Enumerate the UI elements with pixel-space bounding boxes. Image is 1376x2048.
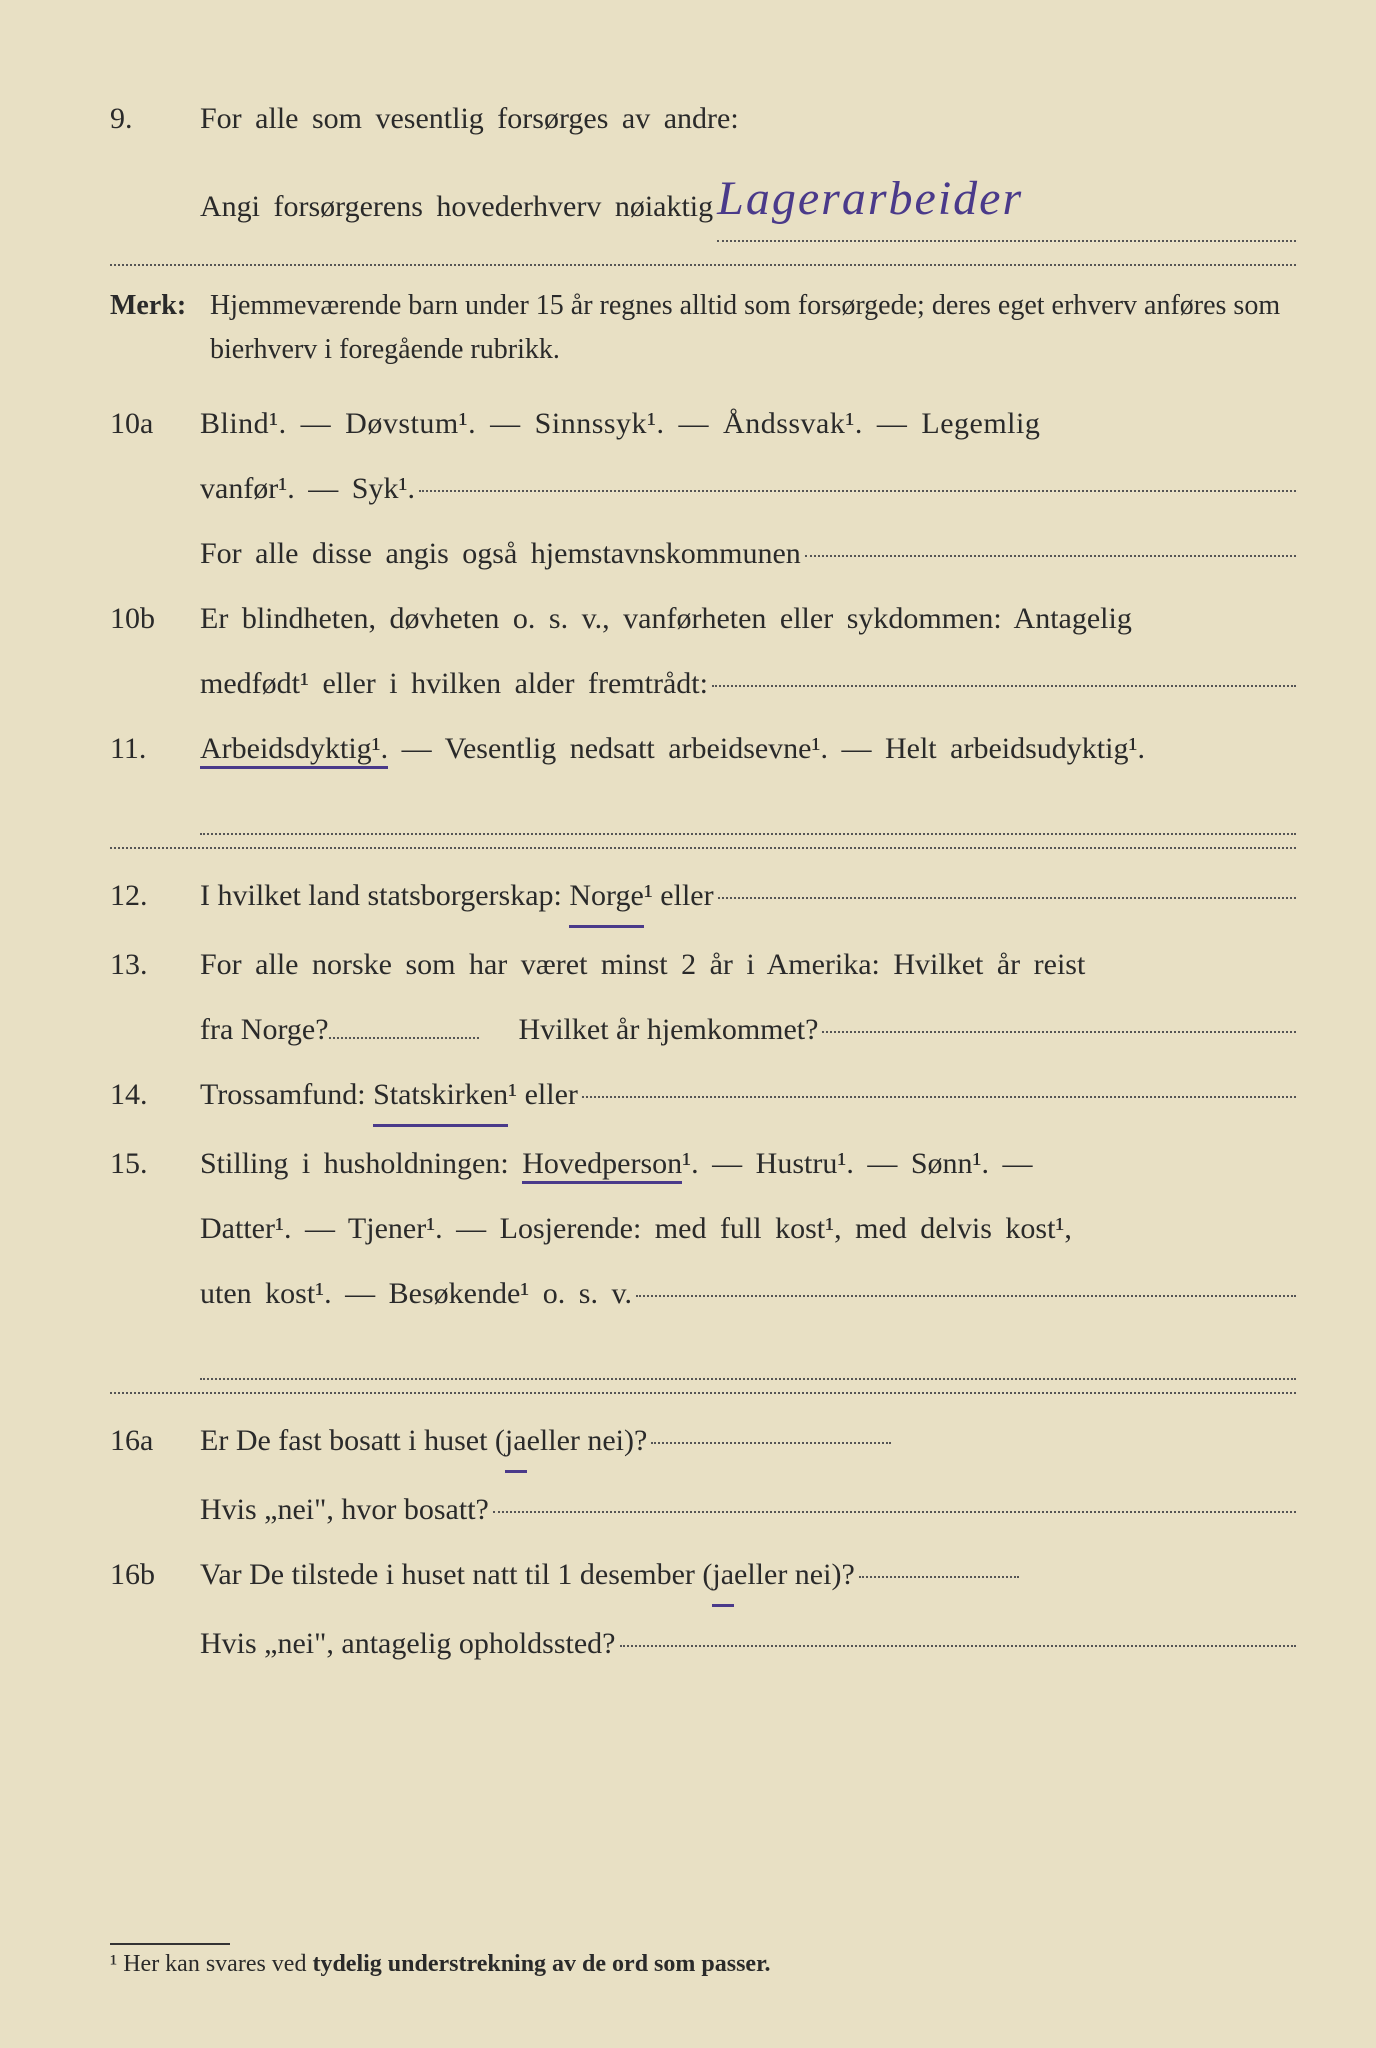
q10a-line3: For alle disse angis også hjemstavnskomm…	[200, 525, 801, 582]
q13-number: 13.	[110, 936, 200, 993]
footnote-text: ¹ Her kan svares ved tydelig understrekn…	[110, 1951, 1296, 1978]
q16a-selected: ja	[505, 1412, 527, 1473]
q16a-l1b: eller nei)?	[527, 1412, 648, 1469]
question-16a: 16a Er De fast bosatt i huset ( ja eller…	[110, 1412, 1296, 1473]
q10b-line1: Er blindheten, døvheten o. s. v., vanfør…	[200, 590, 1296, 647]
q10a-fill	[419, 490, 1296, 492]
question-14: 14. Trossamfund: Statskirken ¹ eller	[110, 1066, 1296, 1127]
q15-blank-line	[200, 1330, 1296, 1380]
q11-number: 11.	[110, 720, 200, 777]
q16b-selected: ja	[712, 1546, 734, 1607]
merk-label: Merk:	[110, 284, 210, 371]
footnote-bold: tydelig understrekning av de ord som pas…	[312, 1951, 770, 1977]
merk-text: Hjemmeværende barn under 15 år regnes al…	[210, 284, 1296, 371]
question-10b: 10b Er blindheten, døvheten o. s. v., va…	[110, 590, 1296, 647]
question-12: 12. I hvilket land statsborgerskap: Norg…	[110, 867, 1296, 928]
q9-number: 9.	[110, 90, 200, 147]
q12-number: 12.	[110, 867, 200, 924]
q10a-options1: Blind¹. — Døvstum¹. — Sinnssyk¹. — Åndss…	[200, 395, 1296, 452]
q9-line1: For alle som vesentlig forsørges av andr…	[200, 90, 1296, 147]
census-form-page: 9. For alle som vesentlig forsørges av a…	[0, 0, 1376, 1740]
q10a-options2: vanfør¹. — Syk¹.	[200, 460, 415, 517]
question-15: 15. Stilling i husholdningen: Hovedperso…	[110, 1135, 1296, 1192]
q10b-number: 10b	[110, 590, 200, 647]
footnote-marker: ¹	[110, 1951, 117, 1977]
separator-2	[110, 845, 1296, 849]
q9-handwritten-answer: Lagerarbeider	[717, 172, 1023, 225]
q10b-line2: medfødt¹ eller i hvilken alder fremtrådt…	[200, 655, 708, 712]
q11-blank-line	[200, 785, 1296, 835]
q9-fill: Lagerarbeider	[717, 149, 1296, 242]
question-13: 13. For alle norske som har været minst …	[110, 936, 1296, 993]
footnote-rule	[110, 1943, 230, 1945]
q15-selected: Hovedperson	[522, 1147, 682, 1184]
separator-3	[110, 1390, 1296, 1394]
q14-selected: Statskirken	[373, 1066, 508, 1127]
footnote-area: ¹ Her kan svares ved tydelig understrekn…	[110, 1943, 1296, 1978]
q15-post: ¹. — Hustru¹. — Sønn¹. —	[682, 1147, 1032, 1180]
footnote-pre: Her kan svares ved	[123, 1951, 312, 1977]
q16a-l1a: Er De fast bosatt i huset (	[200, 1412, 505, 1469]
q15-line2: Datter¹. — Tjener¹. — Losjerende: med fu…	[200, 1200, 1296, 1257]
q12-selected: Norge	[569, 867, 643, 928]
q16b-l1b: eller nei)?	[734, 1546, 855, 1603]
q14-number: 14.	[110, 1066, 200, 1123]
question-10a: 10a Blind¹. — Døvstum¹. — Sinnssyk¹. — Å…	[110, 395, 1296, 452]
q16b-l1a: Var De tilstede i huset natt til 1 desem…	[200, 1546, 712, 1603]
q12-pre: I hvilket land statsborgerskap:	[200, 867, 562, 924]
question-9: 9. For alle som vesentlig forsørges av a…	[110, 90, 1296, 147]
q13-line1: For alle norske som har været minst 2 år…	[200, 936, 1296, 993]
merk-note: Merk: Hjemmeværende barn under 15 år reg…	[110, 284, 1296, 371]
q15-line3: uten kost¹. — Besøkende¹ o. s. v.	[200, 1265, 632, 1322]
q10a-number: 10a	[110, 395, 200, 452]
separator	[110, 262, 1296, 266]
q9-line2: Angi forsørgerens hovederhverv nøiaktig …	[110, 155, 1296, 248]
q12-post: ¹ eller	[644, 867, 714, 924]
q14-pre: Trossamfund:	[200, 1066, 366, 1123]
q16b-line2: Hvis „nei", antagelig opholdssted?	[200, 1615, 616, 1672]
q16b-number: 16b	[110, 1546, 200, 1603]
q16a-number: 16a	[110, 1412, 200, 1469]
q14-post: ¹ eller	[508, 1066, 578, 1123]
question-11: 11. Arbeidsdyktig¹. — Vesentlig nedsatt …	[110, 720, 1296, 777]
q13-l2a: fra Norge?	[200, 1001, 329, 1058]
q15-number: 15.	[110, 1135, 200, 1192]
q15-pre: Stilling i husholdningen:	[200, 1147, 522, 1180]
q11-selected: Arbeidsdyktig¹.	[200, 732, 388, 769]
q11-rest: — Vesentlig nedsatt arbeidsevne¹. — Helt…	[388, 732, 1145, 765]
q13-l2b: Hvilket år hjemkommet?	[519, 1001, 819, 1058]
question-16b: 16b Var De tilstede i huset natt til 1 d…	[110, 1546, 1296, 1607]
q9-label: Angi forsørgerens hovederhverv nøiaktig	[200, 178, 713, 235]
q16a-line2: Hvis „nei", hvor bosatt?	[200, 1481, 489, 1538]
